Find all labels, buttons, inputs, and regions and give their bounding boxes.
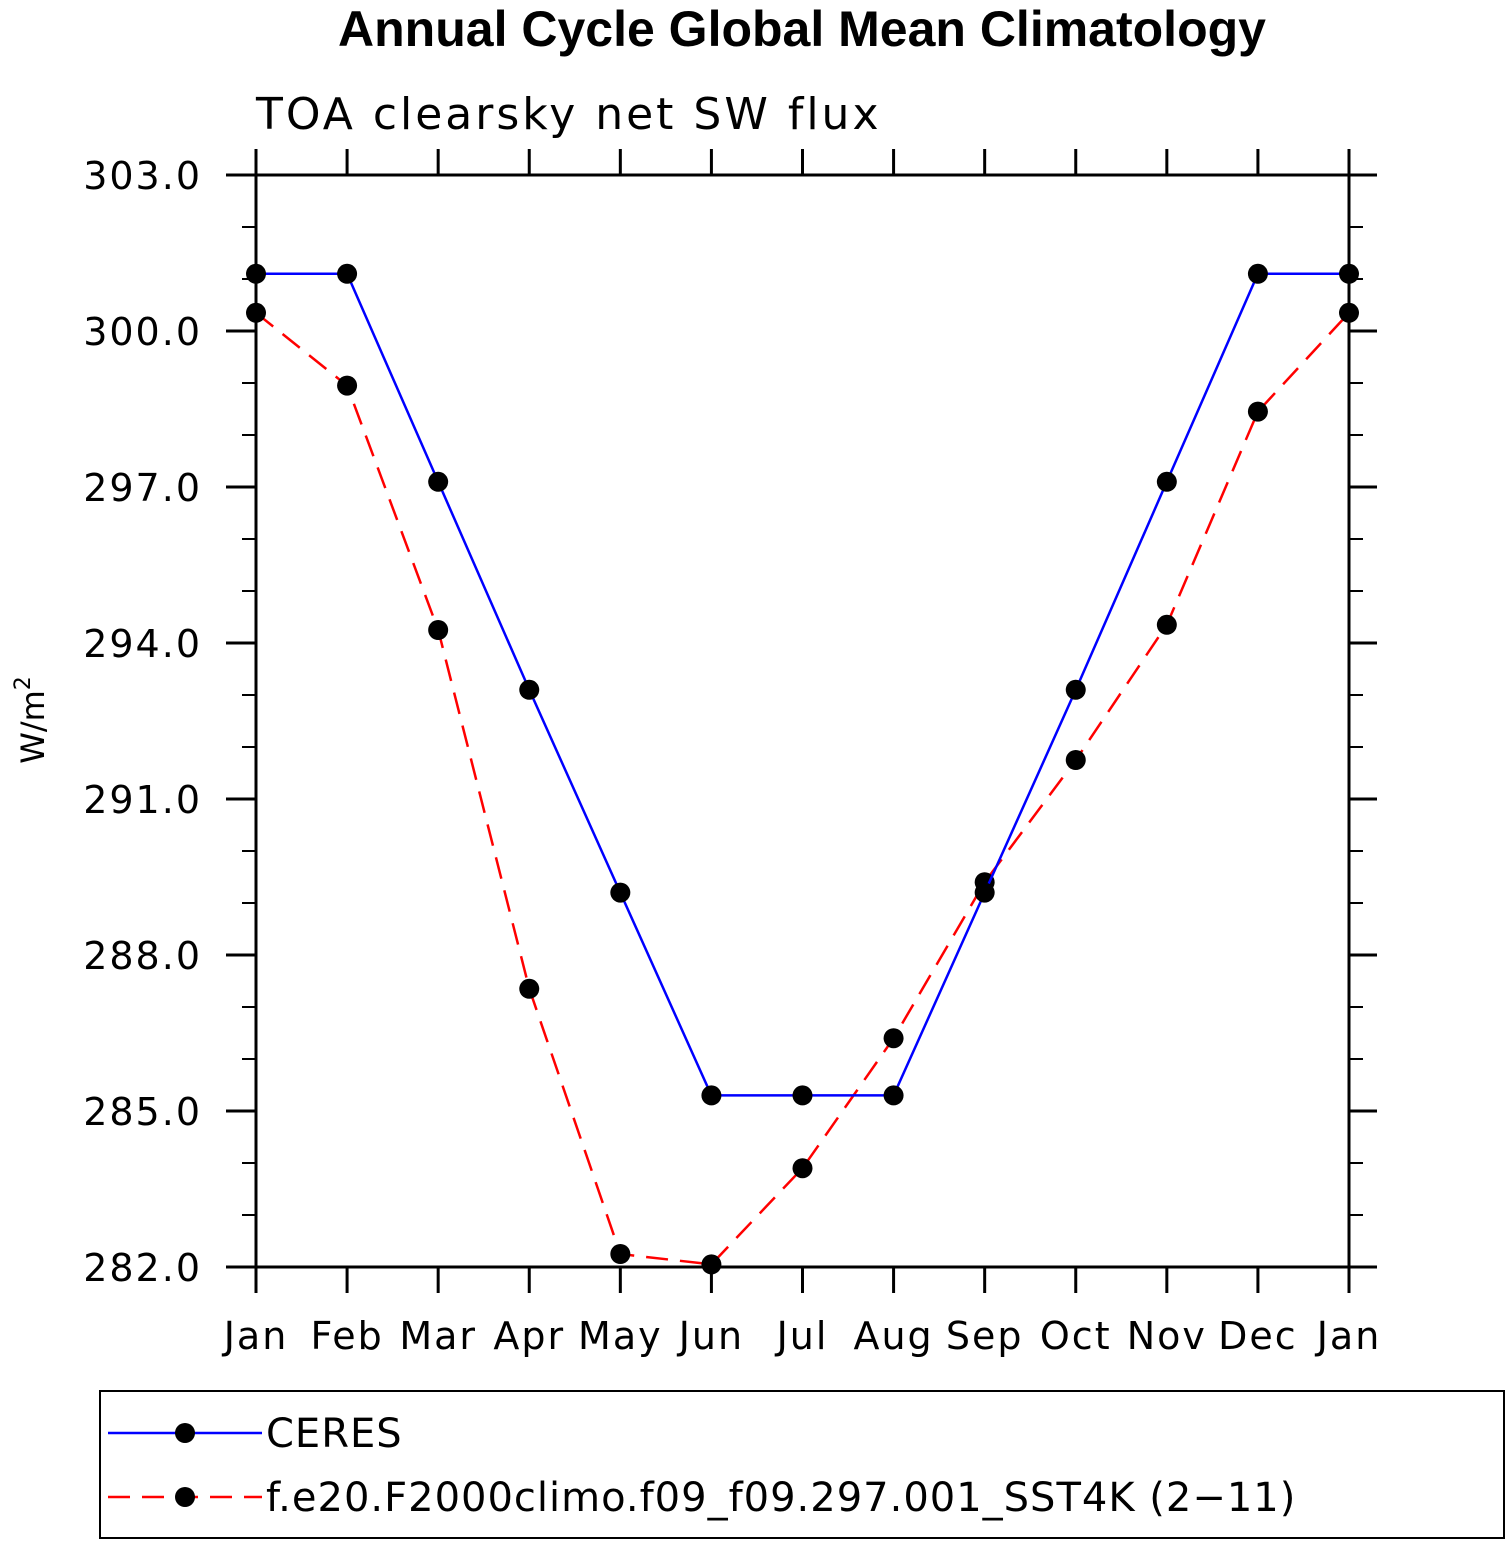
series-0 — [246, 263, 1359, 1106]
legend-swatch-marker — [175, 1423, 195, 1443]
data-point — [246, 263, 266, 284]
legend-box — [99, 1390, 1505, 1539]
y-tick-label: 285.0 — [83, 1090, 202, 1134]
data-point — [1156, 614, 1177, 635]
y-tick-label: 282.0 — [83, 1246, 202, 1290]
x-tick-label: Dec — [1218, 1314, 1298, 1358]
series-line-0 — [256, 272, 1349, 1097]
data-point — [519, 978, 540, 999]
y-axis-label-base: W/m — [14, 690, 52, 764]
data-point — [428, 471, 449, 492]
x-tick-label: Mar — [399, 1314, 477, 1358]
y-tick-label: 303.0 — [83, 154, 202, 198]
axes: 282.0 285.0 288.0 291.0 294.0 297.0 300.0 303.0… — [83, 149, 1382, 1358]
series-line-1 — [255, 311, 1350, 1266]
data-point — [792, 1085, 813, 1106]
x-tick-label: Sep — [946, 1314, 1024, 1358]
data-point — [1065, 750, 1086, 770]
plot-area — [246, 263, 1359, 1275]
x-tick-label: Jul — [775, 1314, 829, 1358]
data-point — [246, 302, 266, 323]
y-tick-label: 297.0 — [83, 466, 202, 510]
x-tick-label: Jan — [222, 1314, 289, 1358]
data-point — [883, 1085, 904, 1106]
data-point — [1339, 302, 1359, 323]
y-tick-label: 300.0 — [83, 310, 202, 354]
data-point — [428, 620, 449, 640]
x-tick-label: Feb — [310, 1314, 383, 1358]
x-tick-label: Jan — [1315, 1314, 1382, 1358]
data-point — [610, 1244, 631, 1264]
x-tick-label: May — [578, 1314, 663, 1358]
data-point — [1339, 263, 1359, 284]
y-axis-label: W/m2 — [11, 676, 52, 764]
y-tick-label: 288.0 — [83, 934, 202, 978]
data-point — [792, 1158, 813, 1179]
data-point — [974, 882, 995, 903]
data-point — [337, 263, 358, 284]
x-tick-label: Apr — [493, 1314, 565, 1358]
legend-label: CERES — [266, 1411, 403, 1457]
data-point — [337, 375, 358, 396]
chart-subtitle: TOA clearsky net SW flux — [255, 89, 881, 140]
data-point — [883, 1028, 904, 1049]
data-point — [701, 1085, 722, 1106]
data-point — [1065, 679, 1086, 700]
x-tick-label: Nov — [1127, 1314, 1207, 1358]
data-point — [701, 1254, 722, 1275]
legend: CERES f.e20.F2000climo.f09_f09.297.001_SS… — [99, 1390, 1505, 1539]
data-point — [1156, 471, 1177, 492]
x-tick-label: Jun — [677, 1314, 744, 1358]
y-axis-label-superscript: 2 — [11, 676, 36, 690]
data-point — [610, 882, 631, 903]
legend-swatch-marker — [175, 1487, 195, 1507]
chart-title: Annual Cycle Global Mean Climatology — [338, 1, 1266, 57]
y-tick-label: 291.0 — [83, 778, 202, 822]
legend-label: f.e20.F2000climo.f09_f09.297.001_SST4K (… — [266, 1475, 1296, 1521]
data-point — [519, 679, 540, 700]
data-point — [1247, 401, 1268, 422]
data-point — [1247, 263, 1268, 284]
series-1 — [246, 302, 1359, 1275]
y-tick-label: 294.0 — [83, 622, 202, 666]
x-tick-label: Oct — [1040, 1314, 1112, 1358]
x-tick-label: Aug — [853, 1314, 933, 1358]
